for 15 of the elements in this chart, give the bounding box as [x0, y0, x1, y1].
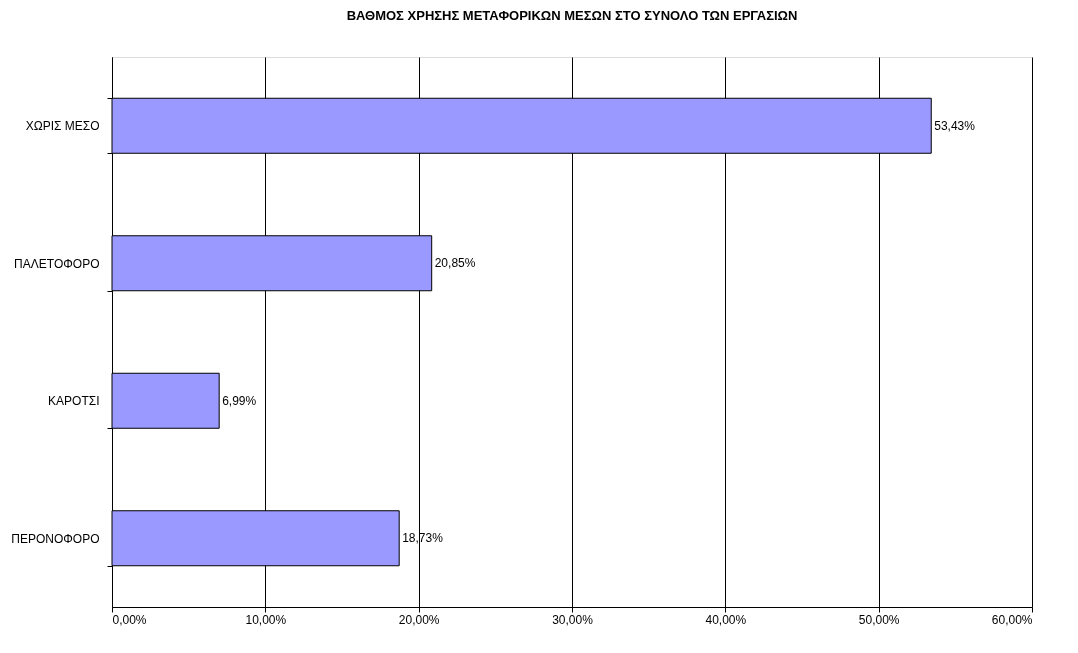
data-label: 6,99% [222, 393, 257, 408]
chart-title: ΒΑΘΜΟΣ ΧΡΗΣΗΣ ΜΕΤΑΦΟΡΙΚΩΝ ΜΕΣΩΝ ΣΤΟ ΣΥΝΟΛΟ ΤΩΝ ΕΡΓΑΣΙΩΝ [346, 8, 798, 23]
x-tick-label: 60,00% [991, 612, 1033, 627]
y-tick-label: ΠΕΡΟΝΟΦΟΡΟ [11, 531, 100, 546]
x-tick-label: 50,00% [858, 612, 900, 627]
data-label: 53,43% [934, 118, 976, 133]
x-tick-label: 30,00% [552, 612, 594, 627]
x-tick-label: 20,00% [398, 612, 440, 627]
y-tick-label: ΚΑΡΟΤΣΙ [48, 394, 100, 409]
x-tick-label: 10,00% [245, 612, 287, 627]
data-label: 20,85% [434, 256, 476, 271]
y-tick-label: ΠΑΛΕΤΟΦΟΡΟ [14, 256, 100, 271]
x-tick-label: 0,00% [112, 612, 147, 627]
x-tick-label: 40,00% [705, 612, 747, 627]
y-tick-label: ΧΩΡΙΣ ΜΕΣΟ [25, 119, 100, 134]
